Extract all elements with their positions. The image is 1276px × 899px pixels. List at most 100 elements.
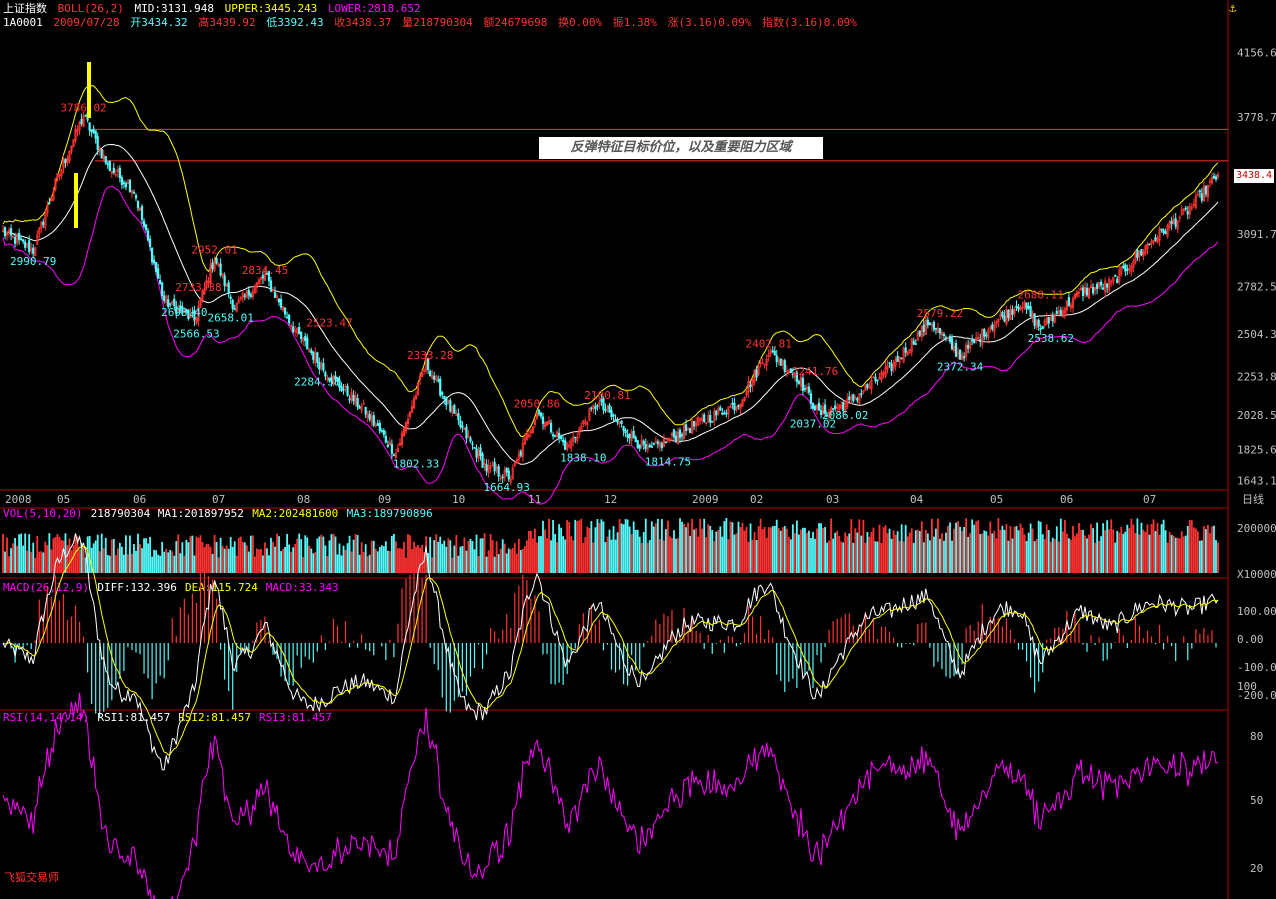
candle-body <box>995 321 998 325</box>
time-tick-label: 05 <box>57 493 70 506</box>
candle-body <box>753 370 756 383</box>
indicator-name[interactable]: BOLL(26,2) <box>57 2 124 15</box>
peak-label: 2402.81 <box>745 337 791 350</box>
candle-body <box>697 417 700 426</box>
candle-body <box>251 291 254 298</box>
candle-body <box>386 444 389 447</box>
candle-body <box>1126 268 1129 271</box>
candle-body <box>777 360 780 362</box>
candle-body <box>259 277 263 280</box>
candle-body <box>177 307 180 312</box>
candle-body <box>999 314 1002 318</box>
candle-body <box>1158 228 1161 241</box>
volume-value: 量218790304 <box>402 16 473 29</box>
candle-body <box>537 410 541 415</box>
candle-body <box>72 139 75 147</box>
candle-body <box>890 363 893 372</box>
candle-body <box>763 363 766 366</box>
rsi-header-text: RSI2:81.457 <box>178 711 251 724</box>
candle-body <box>582 420 585 424</box>
candle-body <box>666 437 670 442</box>
peak-label: 2693.40 <box>161 306 207 319</box>
candle-body <box>729 405 732 408</box>
candle-body <box>247 289 250 296</box>
candle-body <box>1098 282 1101 288</box>
candle-body <box>856 398 859 401</box>
time-tick-label: 12 <box>604 493 617 506</box>
candle-body <box>1033 313 1036 326</box>
candle-body <box>578 428 581 435</box>
price-tick-label: 4156.6 <box>1237 46 1276 59</box>
candle-body <box>1198 190 1201 193</box>
candle-body <box>273 292 277 298</box>
candle-body <box>832 408 835 410</box>
current-price-tag: 3438.4 <box>1234 169 1274 183</box>
candle-body <box>382 430 385 435</box>
candle-body <box>703 414 706 422</box>
candle-body <box>580 425 583 431</box>
candle-body <box>1085 287 1089 296</box>
candle-body <box>449 400 452 412</box>
candle-body <box>451 406 454 413</box>
candle-body <box>78 121 81 131</box>
candle-body <box>64 158 67 163</box>
candle-body <box>429 370 432 377</box>
candle-body <box>219 263 222 276</box>
candle-body <box>265 273 269 275</box>
candle-body <box>92 128 95 133</box>
candle-body <box>1081 287 1085 296</box>
candle-body <box>908 348 911 354</box>
candle-body <box>1148 243 1151 246</box>
peak-label: 2100.81 <box>584 389 630 402</box>
candle-body <box>332 375 335 385</box>
candle-body <box>626 434 629 438</box>
candle-body <box>346 385 349 396</box>
candle-body <box>535 412 539 419</box>
candle-body <box>940 332 944 336</box>
candle-body <box>773 350 776 356</box>
candle-body <box>213 260 216 271</box>
candle-body <box>973 340 976 344</box>
candle-body <box>1186 211 1189 215</box>
mid-value: MID:3131.948 <box>134 2 214 15</box>
macd-header-text: DEA:115.724 <box>185 581 258 594</box>
candle-body <box>241 293 244 298</box>
peak-label: 1814.75 <box>645 456 691 469</box>
candle-body <box>3 227 7 237</box>
candle-body <box>1124 264 1127 272</box>
candle-body <box>1150 241 1153 244</box>
candle-body <box>979 339 982 343</box>
candle-body <box>253 285 256 294</box>
candle-body <box>1059 309 1062 317</box>
candle-body <box>767 354 770 358</box>
candle-body <box>981 328 984 345</box>
candle-body <box>140 206 144 220</box>
candle-body <box>390 443 393 454</box>
candle-body <box>713 410 716 422</box>
candle-body <box>850 396 853 400</box>
candle-body <box>906 352 909 356</box>
candle-body <box>662 438 665 448</box>
candle-body <box>771 350 774 352</box>
peak-label: 2241.76 <box>792 365 838 378</box>
candle-body <box>509 478 512 483</box>
candle-body <box>705 422 708 425</box>
candle-body <box>688 428 692 433</box>
candle-body <box>144 224 148 231</box>
candle-body <box>926 319 929 326</box>
candle-body <box>32 247 35 254</box>
candle-body <box>100 148 103 159</box>
candle-body <box>1025 302 1028 310</box>
anchor-icon[interactable]: ⚓ <box>1229 1 1237 15</box>
rsi-line <box>2 692 1219 899</box>
candle-body <box>1122 265 1125 268</box>
candle-body <box>1180 209 1183 216</box>
macd-axis-label: -200.0 <box>1237 689 1276 702</box>
candle-body <box>739 403 742 410</box>
candle-body <box>132 192 136 194</box>
candle-body <box>737 405 740 407</box>
candle-body <box>874 376 877 382</box>
price-tick-label: 2028.5 <box>1237 409 1276 422</box>
candle-body <box>938 327 942 334</box>
